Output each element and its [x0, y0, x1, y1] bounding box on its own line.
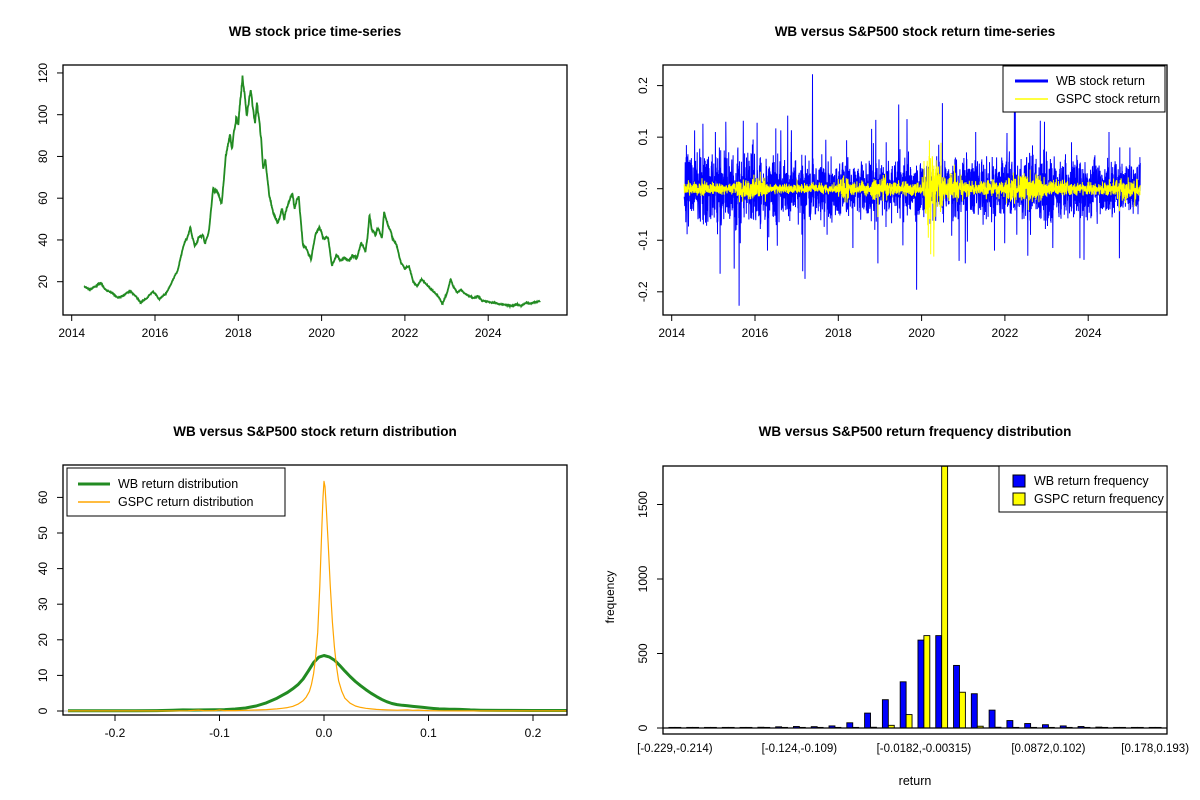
return-distribution-plot: 0 10 20 30 40 50 60 -0.2 -0.1 0.0 0.1 0.2 WB return … [36, 464, 568, 740]
svg-text:-0.2: -0.2 [636, 281, 650, 302]
svg-text:2020: 2020 [908, 326, 935, 340]
svg-text:[-0.229,-0.214): [-0.229,-0.214) [637, 743, 713, 755]
svg-text:1000: 1000 [636, 565, 650, 592]
price-timeseries-title: WB stock price time-series [228, 24, 402, 39]
svg-text:1500: 1500 [636, 491, 650, 518]
svg-text:20: 20 [36, 633, 50, 647]
svg-text:[-0.124,-0.109): [-0.124,-0.109) [762, 743, 838, 755]
svg-text:0.1: 0.1 [420, 726, 437, 740]
svg-text:120: 120 [36, 63, 50, 83]
svg-text:return: return [899, 774, 932, 788]
price-timeseries-plot: 20 40 60 80 100 120 2014 2016 2018 2020 2022 2024 [36, 63, 568, 340]
svg-text:0.0: 0.0 [636, 180, 650, 197]
svg-text:0.2: 0.2 [525, 726, 542, 740]
svg-text:2020: 2020 [308, 326, 335, 340]
svg-text:2024: 2024 [475, 326, 502, 340]
svg-text:0: 0 [36, 707, 50, 714]
svg-text:2018: 2018 [825, 326, 852, 340]
svg-text:2016: 2016 [142, 326, 169, 340]
svg-text:0: 0 [636, 724, 650, 731]
svg-text:GSPC return distribution: GSPC return distribution [118, 495, 254, 509]
svg-text:GSPC stock return: GSPC stock return [1056, 92, 1160, 106]
svg-text:80: 80 [36, 149, 50, 163]
svg-text:100: 100 [36, 104, 50, 124]
return-timeseries-title: WB versus S&P500 stock return time-serie… [774, 24, 1056, 39]
svg-text:2022: 2022 [992, 326, 1019, 340]
svg-text:-0.1: -0.1 [636, 230, 650, 251]
svg-text:[-0.0182,-0.00315): [-0.0182,-0.00315) [877, 743, 972, 755]
svg-text:frequency: frequency [603, 571, 617, 624]
svg-text:0.1: 0.1 [636, 128, 650, 145]
svg-text:WB stock return: WB stock return [1056, 74, 1145, 88]
svg-text:2014: 2014 [58, 326, 85, 340]
svg-text:2014: 2014 [658, 326, 685, 340]
svg-text:0.0: 0.0 [316, 726, 333, 740]
panel-return-distribution: 0 10 20 30 40 50 60 -0.2 -0.1 0.0 0.1 0.2 WB return … [0, 400, 600, 800]
svg-text:WB return frequency: WB return frequency [1034, 474, 1149, 488]
svg-text:10: 10 [36, 668, 50, 682]
svg-text:60: 60 [36, 191, 50, 205]
svg-text:2018: 2018 [225, 326, 252, 340]
panel-frequency-histogram: 0 500 1000 1500 frequency [-0.229,-0.214) [-0.… [600, 400, 1200, 800]
svg-text:20: 20 [36, 275, 50, 289]
frequency-histogram-plot: 0 500 1000 1500 frequency [-0.229,-0.214) [-0.… [603, 465, 1189, 788]
svg-text:0.2: 0.2 [636, 77, 650, 94]
svg-text:2016: 2016 [742, 326, 769, 340]
svg-text:60: 60 [36, 490, 50, 504]
svg-text:[0.178,0.193): [0.178,0.193) [1121, 743, 1189, 755]
svg-text:40: 40 [36, 562, 50, 576]
return-timeseries-plot: -0.2 -0.1 0.0 0.1 0.2 2014 2016 2018 2020 2022 202… [636, 64, 1168, 340]
svg-text:WB return distribution: WB return distribution [118, 477, 238, 491]
svg-text:-0.1: -0.1 [209, 726, 230, 740]
svg-text:50: 50 [36, 526, 50, 540]
svg-text:GSPC return frequency: GSPC return frequency [1034, 492, 1165, 506]
frequency-histogram-title: WB versus S&P500 return frequency distri… [758, 424, 1072, 439]
panel-price-timeseries: 20 40 60 80 100 120 2014 2016 2018 2020 2022 2024 W… [0, 0, 600, 400]
svg-text:[0.0872,0.102): [0.0872,0.102) [1011, 743, 1085, 755]
svg-text:500: 500 [636, 643, 650, 663]
svg-text:40: 40 [36, 233, 50, 247]
svg-text:30: 30 [36, 597, 50, 611]
svg-text:2024: 2024 [1075, 326, 1102, 340]
svg-text:-0.2: -0.2 [105, 726, 126, 740]
svg-text:2022: 2022 [392, 326, 419, 340]
return-distribution-title: WB versus S&P500 stock return distributi… [173, 424, 457, 439]
panel-return-timeseries: -0.2 -0.1 0.0 0.1 0.2 2014 2016 2018 2020 2022 202… [600, 0, 1200, 400]
